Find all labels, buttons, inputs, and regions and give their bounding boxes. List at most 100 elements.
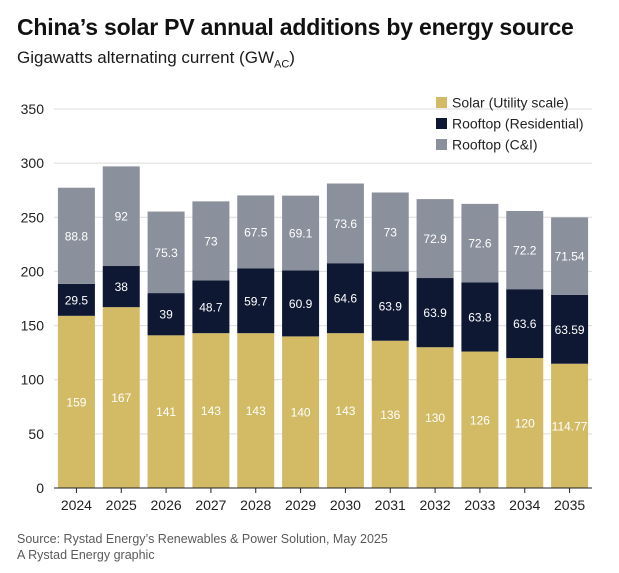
data-label-utility-2029: 140 xyxy=(291,406,311,420)
data-label-residential-2035: 63.59 xyxy=(555,323,585,337)
y-tick-label-100: 100 xyxy=(21,372,45,388)
x-tick-label-2025: 2025 xyxy=(106,497,137,513)
data-label-ci-2026: 75.3 xyxy=(154,246,178,260)
source-note: Source: Rystad Energy’s Renewables & Pow… xyxy=(17,532,388,546)
data-label-residential-2033: 63.8 xyxy=(468,311,492,325)
bar-residential-2030 xyxy=(326,263,364,334)
data-label-residential-2026: 39 xyxy=(159,308,173,322)
bar-residential-2025 xyxy=(102,266,140,308)
bar-residential-2032 xyxy=(416,278,454,348)
data-label-residential-2025: 38 xyxy=(115,280,129,294)
data-label-utility-2028: 143 xyxy=(246,404,266,418)
legend-swatch-residential xyxy=(436,118,447,129)
bar-ci-2026 xyxy=(147,211,185,294)
y-tick-label-50: 50 xyxy=(28,426,44,442)
bar-ci-2028 xyxy=(237,195,275,269)
bar-ci-2034 xyxy=(506,211,544,290)
bar-utility-2032 xyxy=(416,347,454,488)
x-tick-label-2027: 2027 xyxy=(195,497,226,513)
data-label-residential-2030: 64.6 xyxy=(334,292,358,306)
data-label-residential-2029: 60.9 xyxy=(289,297,313,311)
data-label-utility-2032: 130 xyxy=(425,411,445,425)
subtitle-subscript: AC xyxy=(273,58,290,71)
data-label-residential-2031: 63.9 xyxy=(379,300,403,314)
subtitle-end: ) xyxy=(289,48,295,67)
y-tick-label-250: 250 xyxy=(21,209,45,225)
data-label-ci-2034: 72.2 xyxy=(513,244,537,258)
data-label-utility-2035: 114.77 xyxy=(552,419,588,433)
x-tick-label-2030: 2030 xyxy=(330,497,361,513)
bar-utility-2030 xyxy=(326,333,364,488)
bar-residential-2031 xyxy=(371,271,409,341)
y-tick-label-0: 0 xyxy=(36,480,44,496)
bar-utility-2029 xyxy=(282,336,320,488)
data-label-utility-2034: 120 xyxy=(515,417,535,431)
x-tick-label-2026: 2026 xyxy=(151,497,182,513)
data-label-residential-2032: 63.9 xyxy=(423,306,447,320)
x-tick-label-2031: 2031 xyxy=(375,497,406,513)
bar-utility-2031 xyxy=(371,340,409,488)
bar-utility-2025 xyxy=(102,307,140,488)
bar-residential-2024 xyxy=(57,283,95,316)
legend-swatch-utility xyxy=(436,97,447,108)
data-label-residential-2028: 59.7 xyxy=(244,294,268,308)
legend-label-ci: Rooftop (C&I) xyxy=(452,137,538,153)
data-label-ci-2030: 73.6 xyxy=(334,217,358,231)
x-tick-label-2034: 2034 xyxy=(509,497,540,513)
bar-utility-2028 xyxy=(237,333,275,488)
bar-ci-2025 xyxy=(102,166,140,267)
data-label-ci-2032: 72.9 xyxy=(423,232,447,246)
data-label-utility-2033: 126 xyxy=(470,413,490,427)
data-label-residential-2024: 29.5 xyxy=(65,293,89,307)
y-tick-label-200: 200 xyxy=(21,263,45,279)
subtitle-main: Gigawatts alternating current (GW xyxy=(17,48,274,67)
chart-title: China’s solar PV annual additions by ene… xyxy=(17,14,574,40)
bar-residential-2033 xyxy=(461,282,499,352)
data-label-ci-2028: 67.5 xyxy=(244,225,268,239)
bar-ci-2032 xyxy=(416,199,454,279)
chart-subtitle: Gigawatts alternating current (GWAC) xyxy=(17,48,295,70)
x-tick-label-2029: 2029 xyxy=(285,497,316,513)
data-label-utility-2031: 136 xyxy=(380,408,400,422)
data-label-utility-2025: 167 xyxy=(111,391,131,405)
y-tick-label-150: 150 xyxy=(21,318,45,334)
data-label-utility-2024: 159 xyxy=(66,395,86,409)
bar-ci-2031 xyxy=(371,192,409,272)
data-label-utility-2026: 141 xyxy=(156,405,176,419)
bar-ci-2027 xyxy=(192,201,230,281)
credit-note: A Rystad Energy graphic xyxy=(17,548,155,562)
legend-label-utility: Solar (Utility scale) xyxy=(452,95,569,111)
bar-utility-2026 xyxy=(147,335,185,488)
bar-ci-2035 xyxy=(551,217,589,295)
bar-residential-2028 xyxy=(237,268,275,334)
y-tick-label-300: 300 xyxy=(21,155,45,171)
data-label-residential-2034: 63.6 xyxy=(513,317,537,331)
bar-residential-2027 xyxy=(192,280,230,334)
bar-residential-2034 xyxy=(506,289,544,359)
bar-utility-2027 xyxy=(192,333,230,488)
bar-ci-2024 xyxy=(57,187,95,284)
bar-ci-2033 xyxy=(461,203,499,283)
legend-label-residential: Rooftop (Residential) xyxy=(452,116,584,132)
bar-utility-2033 xyxy=(461,351,499,488)
data-label-ci-2031: 73 xyxy=(384,226,398,240)
data-label-ci-2033: 72.6 xyxy=(468,237,492,251)
data-label-ci-2025: 92 xyxy=(115,210,129,224)
data-label-ci-2029: 69.1 xyxy=(289,227,313,241)
bar-utility-2035 xyxy=(551,363,589,488)
bar-residential-2029 xyxy=(282,270,320,337)
bar-residential-2035 xyxy=(551,294,589,364)
data-label-ci-2024: 88.8 xyxy=(65,229,89,243)
x-tick-label-2028: 2028 xyxy=(240,497,271,513)
bar-utility-2034 xyxy=(506,358,544,488)
y-tick-label-350: 350 xyxy=(21,101,45,117)
x-tick-label-2033: 2033 xyxy=(464,497,495,513)
data-label-ci-2035: 71.54 xyxy=(555,250,585,264)
bar-ci-2030 xyxy=(326,183,364,264)
data-label-utility-2027: 143 xyxy=(201,404,221,418)
bar-ci-2029 xyxy=(282,195,320,271)
x-tick-label-2024: 2024 xyxy=(61,497,92,513)
x-tick-label-2035: 2035 xyxy=(554,497,585,513)
data-label-ci-2027: 73 xyxy=(204,234,218,248)
